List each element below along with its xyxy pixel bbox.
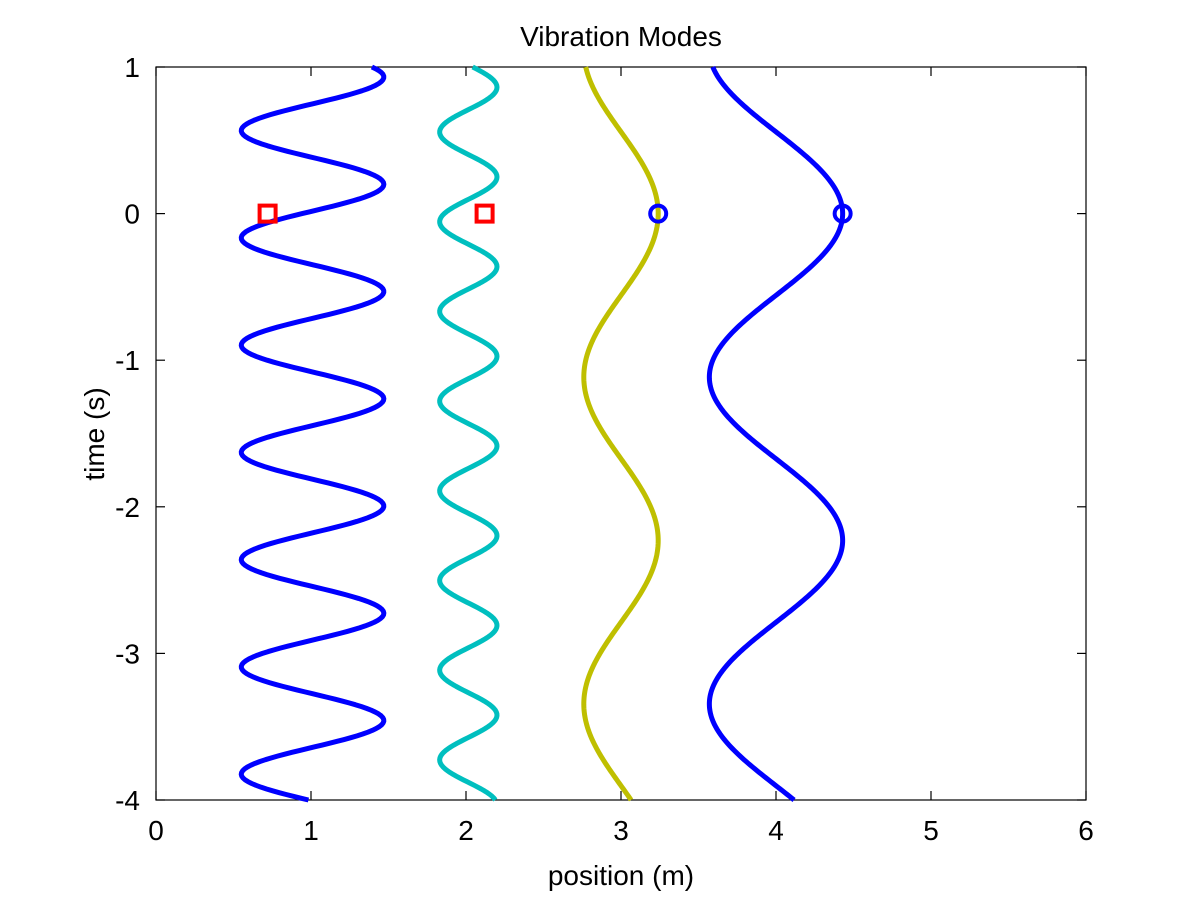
chart-title: Vibration Modes xyxy=(520,21,722,52)
series-line-1 xyxy=(238,64,387,803)
x-tick-label: 2 xyxy=(458,815,474,846)
x-axis-label: position (m) xyxy=(548,860,694,891)
plot-frame xyxy=(155,66,1087,801)
x-tick-label: 1 xyxy=(303,815,319,846)
x-tick-label: 0 xyxy=(148,815,164,846)
series-line-2 xyxy=(437,64,500,802)
x-tick-label: 5 xyxy=(923,815,939,846)
series-line-4 xyxy=(706,66,846,802)
marker-circle-3 xyxy=(648,203,669,224)
y-tick-label: 1 xyxy=(124,52,140,83)
marker-circle-4 xyxy=(832,203,853,224)
marker-layer xyxy=(257,203,853,224)
axis-ticks: 0 1 2 3 4 5 6 -4 -3 -2 -1 0 1 xyxy=(115,52,1094,846)
marker-square-2 xyxy=(474,203,495,224)
x-tick-label: 6 xyxy=(1078,815,1094,846)
y-tick-label: 0 xyxy=(124,199,140,230)
series-layer xyxy=(238,64,846,803)
y-tick-label: -4 xyxy=(115,785,140,816)
series-line-3 xyxy=(581,66,661,802)
x-tick-label: 4 xyxy=(768,815,784,846)
marker-square-1 xyxy=(257,203,278,224)
y-tick-label: -3 xyxy=(115,638,140,669)
x-tick-label: 3 xyxy=(613,815,629,846)
plot-area xyxy=(155,66,1087,801)
y-tick-label: -2 xyxy=(115,492,140,523)
y-tick-label: -1 xyxy=(115,345,140,376)
y-axis-label: time (s) xyxy=(79,387,110,480)
